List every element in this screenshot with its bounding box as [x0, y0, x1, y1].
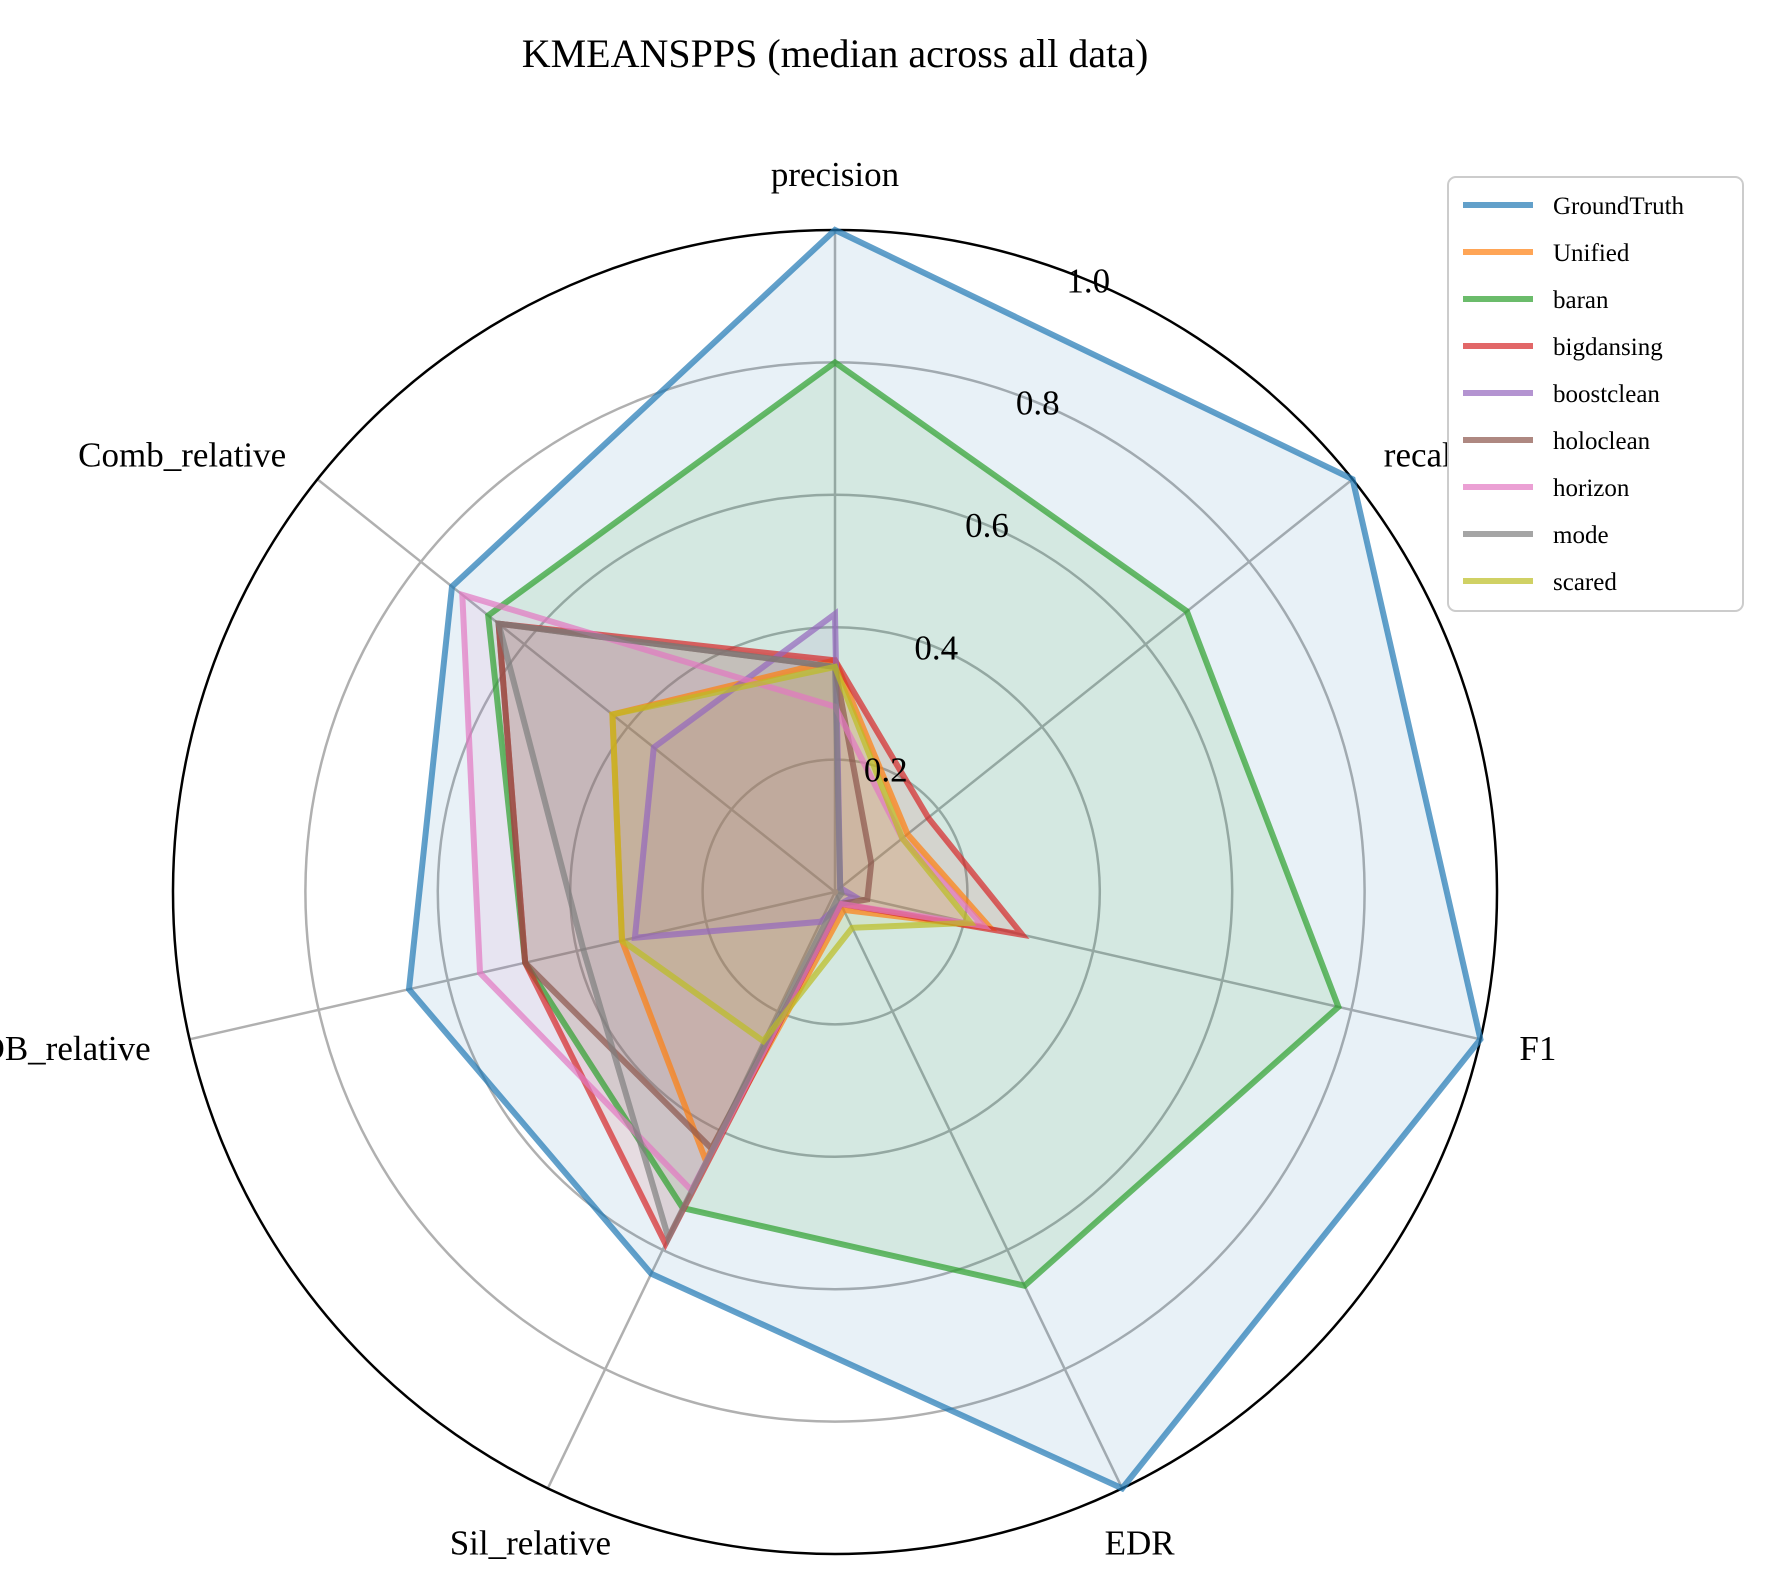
legend-label: baran [1553, 287, 1609, 314]
radial-tick-label: 0.4 [914, 628, 958, 667]
series-fill-mode [498, 623, 842, 1238]
legend-label: scared [1553, 569, 1617, 596]
grid-spoke [834, 478, 1354, 893]
grid-spoke [189, 890, 836, 1041]
series-fill-bigdansing [498, 623, 1023, 1244]
axis-label-edr: EDR [1105, 1524, 1176, 1563]
grid-spoke [834, 890, 1481, 1041]
legend-label: bigdansing [1553, 334, 1663, 361]
series-fill-scared [612, 666, 971, 1042]
axis-label-sil-relative: Sil_relative [450, 1524, 611, 1563]
series-line-mode [494, 620, 845, 1247]
grid-spoke [316, 478, 836, 893]
legend-label: Unified [1553, 240, 1630, 267]
legend-label: mode [1553, 522, 1609, 549]
series-fill-baran [488, 362, 1339, 1286]
legend: GroundTruth Unified baran bigdansing boostcl… [1447, 176, 1744, 612]
series-line-groundtruth [405, 226, 1484, 1493]
legend-label: boostclean [1553, 381, 1660, 408]
grid-spoke [833, 891, 1124, 1489]
legend-items: GroundTruth Unified baran bigdansing boostcl… [1463, 193, 1685, 596]
legend-label: holoclean [1553, 428, 1651, 455]
axis-label-f1: F1 [1519, 1029, 1556, 1068]
axis-label-db-relative: DB_relative [0, 1029, 151, 1068]
series-fill-unified [612, 660, 990, 1161]
axis-label-precision: precision [771, 155, 899, 194]
axis-label-comb-relative: Comb_relative [78, 435, 286, 474]
chart-title: KMEANSPPS (median across all data) [522, 31, 1149, 76]
legend-label: horizon [1553, 475, 1630, 502]
series-lines [405, 226, 1484, 1493]
series-line-scared [609, 663, 977, 1046]
legend-label: GroundTruth [1553, 193, 1685, 220]
radial-tick-label: 0.2 [864, 751, 908, 790]
series-fills [409, 230, 1481, 1489]
radial-tick-labels: 0.2 0.4 0.6 0.8 1.0 [864, 261, 1110, 789]
series-line-baran [485, 358, 1342, 1289]
radial-tick-label: 0.6 [965, 506, 1009, 545]
radial-tick-label: 1.0 [1066, 261, 1110, 300]
legend-frame [1447, 176, 1744, 612]
radial-tick-label: 0.8 [1016, 384, 1060, 423]
axis-labels: precisionrecallF1EDRSil_relativeDB_relat… [0, 155, 1556, 1563]
